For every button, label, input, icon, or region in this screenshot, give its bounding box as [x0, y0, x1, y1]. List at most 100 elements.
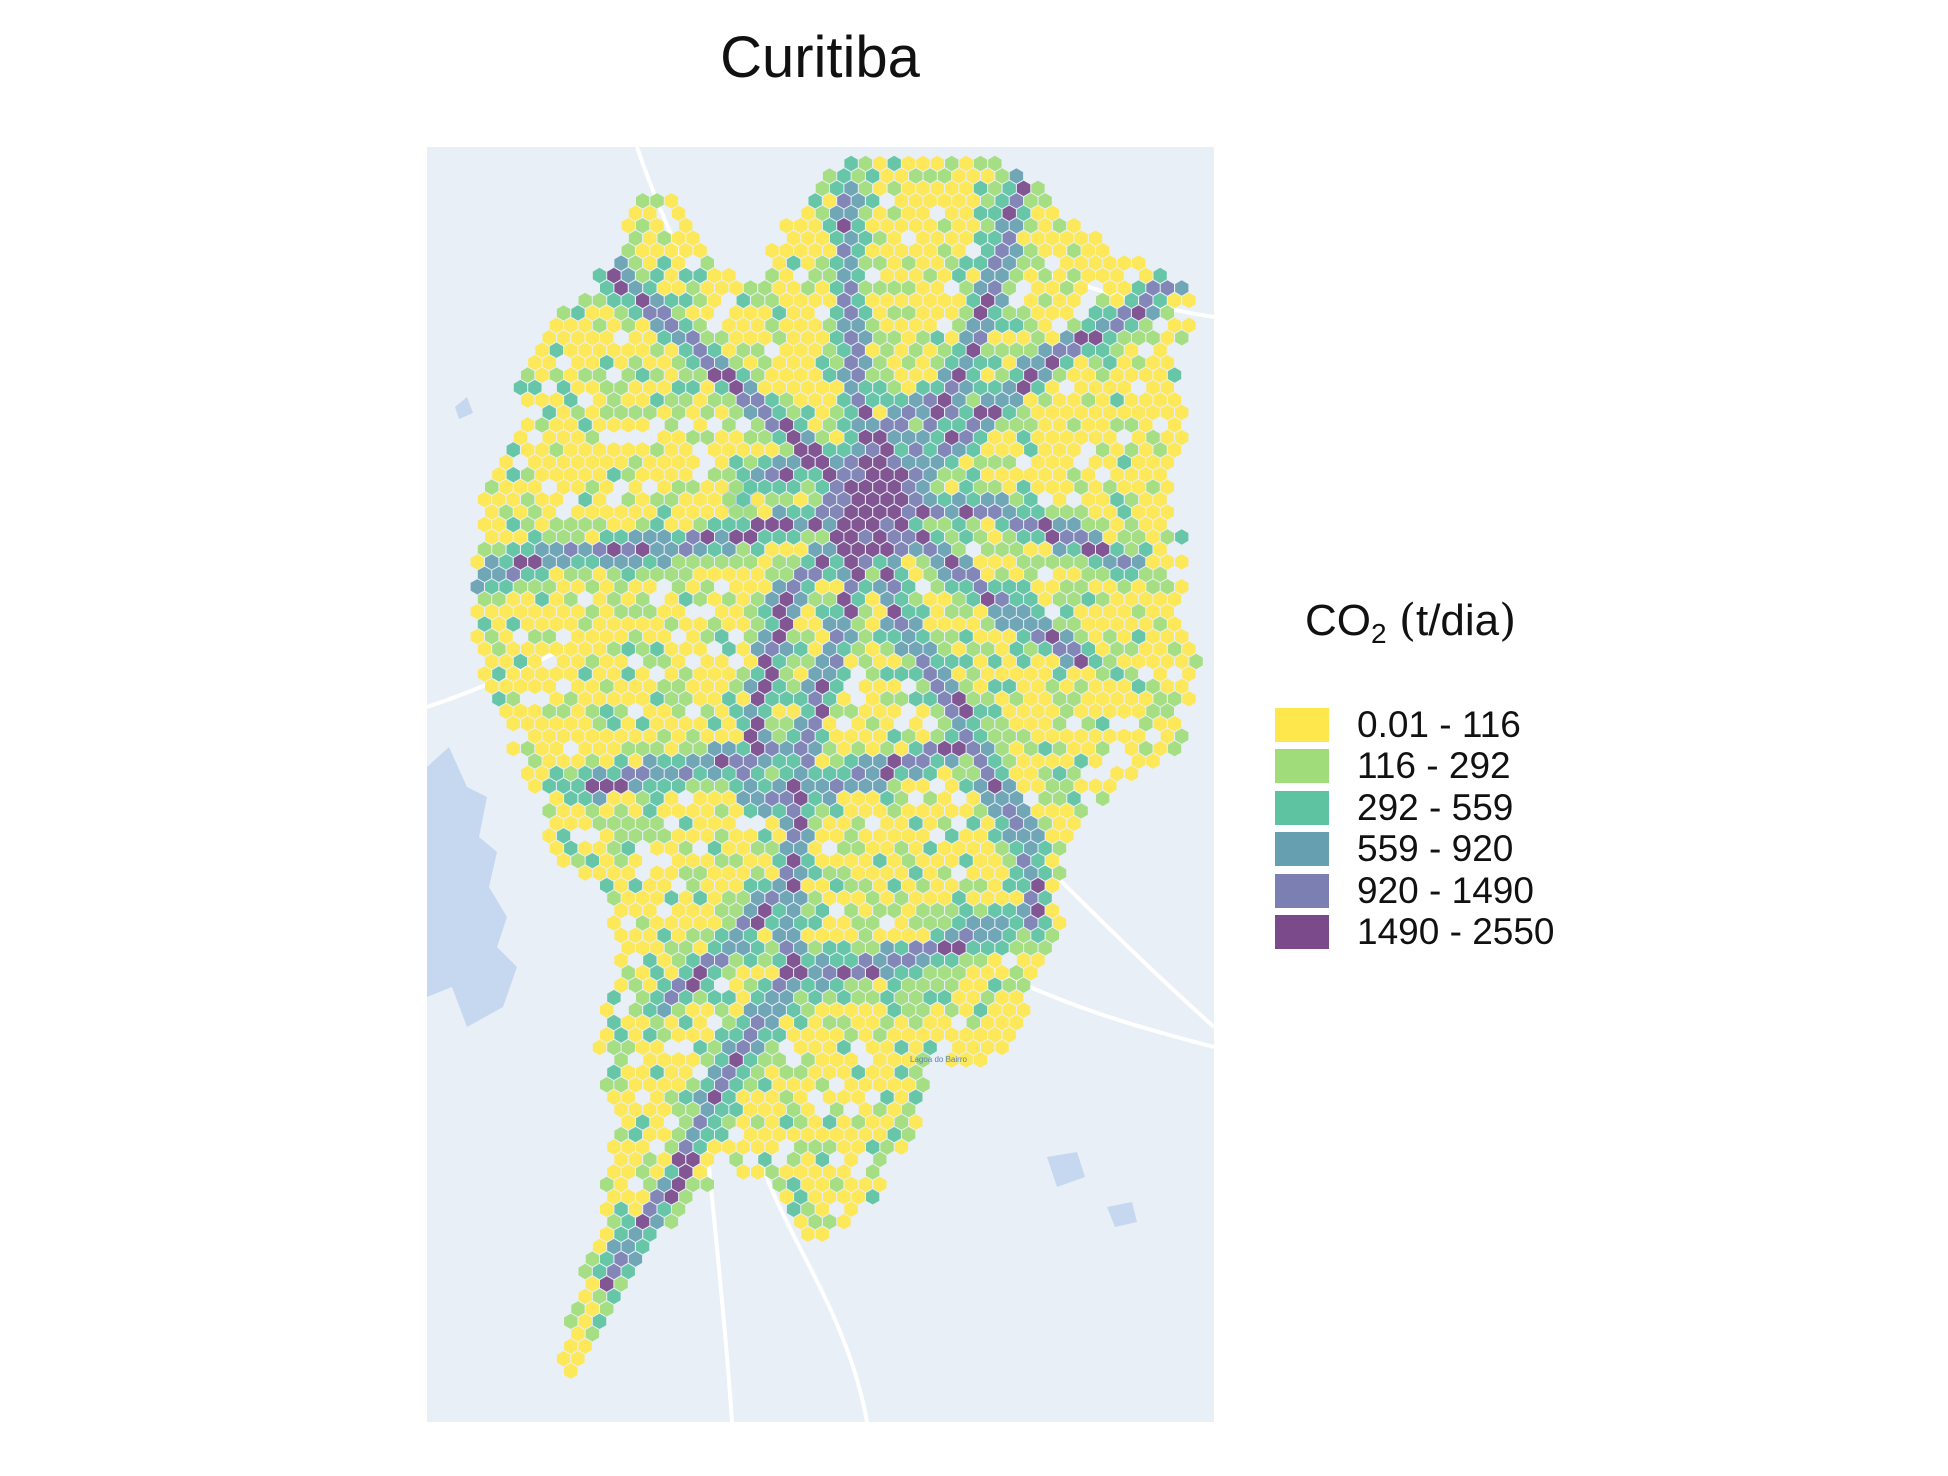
hex-cell: [988, 977, 1002, 993]
hex-cell: [693, 1139, 707, 1155]
hex-cell: [844, 305, 858, 321]
hex-cell: [830, 927, 844, 944]
hex-cell: [801, 1077, 815, 1093]
hex-cell: [959, 379, 973, 396]
hex-cell: [693, 566, 707, 582]
hex-cell: [887, 180, 901, 197]
hex-cell: [700, 952, 714, 968]
hex-cell: [995, 317, 1009, 333]
hex-cell: [621, 442, 635, 458]
hex-cell: [1002, 205, 1016, 221]
hex-cell: [499, 628, 513, 645]
hex-cell: [945, 429, 959, 446]
hex-cell: [1038, 317, 1052, 333]
hex-cell: [844, 1126, 858, 1143]
hex-cell: [585, 529, 599, 545]
hex-cell: [973, 479, 988, 495]
hex-cell: [995, 467, 1009, 483]
hex-cell: [679, 317, 693, 333]
hex-cell: [671, 778, 686, 794]
hex-cell: [556, 778, 571, 794]
hex-cell: [1024, 940, 1038, 956]
hex-cell: [1153, 491, 1167, 508]
hex-cell: [866, 790, 880, 807]
hex-cell: [643, 703, 657, 719]
legend-title-open: (: [1398, 595, 1416, 646]
hex-cell: [801, 753, 815, 769]
hex-cell: [521, 566, 535, 582]
hex-cell: [916, 280, 930, 296]
hex-cell: [901, 1126, 916, 1143]
hex-cell: [564, 392, 578, 408]
hex-cell: [901, 404, 916, 421]
hex-cell: [1045, 355, 1059, 371]
hex-cell: [1009, 541, 1024, 558]
ponds-northwest: [455, 397, 473, 419]
hex-cell: [894, 342, 909, 358]
hex-cell: [1096, 740, 1110, 757]
map-panel[interactable]: Lagoa do Bairro: [427, 147, 1214, 1422]
hex-cell: [1189, 653, 1203, 670]
hex-cell: [571, 604, 585, 620]
hex-cell: [973, 628, 988, 645]
hex-cell: [1096, 317, 1110, 333]
hex-cell: [995, 666, 1009, 682]
hex-cell: [1124, 765, 1139, 782]
hex-cell: [621, 1263, 635, 1280]
hex-cell: [1002, 305, 1016, 321]
hex-cell: [844, 155, 858, 172]
hex-cell: [815, 1052, 829, 1068]
hex-cell: [765, 890, 779, 906]
hex-cell: [894, 442, 909, 458]
hex-cell: [607, 1214, 621, 1230]
hex-cell: [901, 529, 916, 545]
hex-cell: [686, 728, 700, 744]
hex-cell: [844, 927, 858, 944]
hex-cell: [1009, 716, 1024, 732]
hex-cell: [887, 280, 901, 296]
hex-cell: [880, 417, 894, 433]
hex-cell: [837, 740, 851, 757]
hex-cell: [1124, 740, 1139, 757]
hex-cell: [607, 467, 621, 483]
hex-cell: [1110, 467, 1124, 483]
hex-cell: [736, 1164, 750, 1180]
hex-cell: [564, 840, 578, 856]
hex-cell: [866, 317, 880, 333]
hex-cell: [779, 317, 794, 333]
hex-cell: [945, 1027, 959, 1043]
hex-cell: [643, 1002, 657, 1018]
hex-cell: [607, 1014, 621, 1031]
hex-cell: [1060, 604, 1074, 620]
hex-cell: [779, 840, 794, 856]
hex-cell: [837, 1089, 851, 1105]
hex-cell: [715, 554, 729, 570]
hex-cell: [779, 491, 794, 508]
hex-cell: [822, 168, 837, 184]
hex-cell: [1103, 728, 1117, 744]
hex-cell: [794, 541, 808, 558]
hex-cell: [592, 765, 607, 782]
hex-cell: [1060, 255, 1074, 271]
hex-cell: [837, 915, 851, 931]
hex-cell: [858, 155, 873, 172]
hex-cell: [1060, 628, 1074, 645]
hex-cell: [657, 703, 671, 719]
hex-cell: [636, 342, 650, 358]
hex-cell: [643, 1027, 657, 1043]
hex-cell: [700, 1052, 714, 1068]
hex-cell: [521, 641, 535, 657]
hex-cell: [729, 1077, 743, 1093]
hex-cell: [499, 504, 513, 520]
hex-cell: [794, 417, 808, 433]
hex-cell: [535, 740, 549, 757]
hex-cell: [679, 1114, 693, 1130]
hex-cell: [851, 193, 865, 209]
hex-cell: [571, 1326, 585, 1342]
hex-cell: [657, 604, 671, 620]
hex-cell: [822, 1114, 837, 1130]
hex-cell: [729, 604, 743, 620]
hex-cell: [844, 529, 858, 545]
hex-cell: [1002, 1027, 1016, 1043]
hex-cell: [679, 392, 693, 408]
